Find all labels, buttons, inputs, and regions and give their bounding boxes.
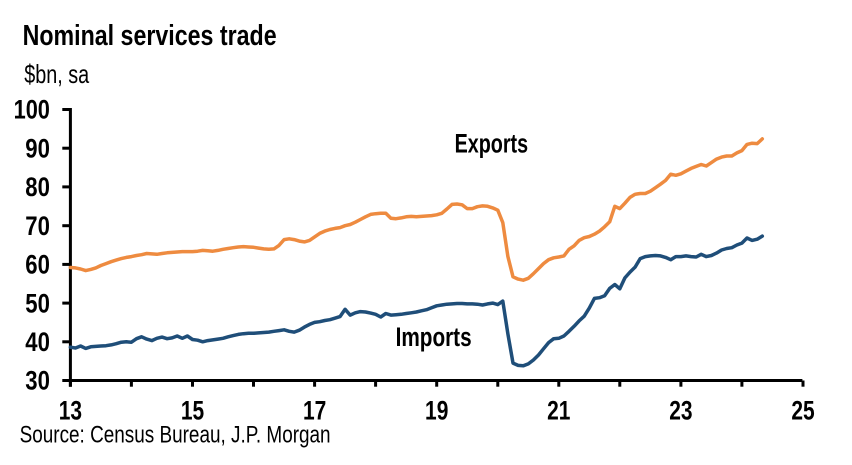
svg-text:100: 100 xyxy=(14,95,50,125)
svg-text:$bn, sa: $bn, sa xyxy=(24,59,89,89)
svg-text:Source: Census Bureau, J.P. Mo: Source: Census Bureau, J.P. Morgan xyxy=(20,421,331,448)
svg-text:60: 60 xyxy=(25,250,50,280)
svg-text:15: 15 xyxy=(181,396,204,426)
svg-text:Imports: Imports xyxy=(396,322,472,352)
svg-text:Exports: Exports xyxy=(455,128,528,158)
svg-text:40: 40 xyxy=(25,327,50,357)
svg-text:25: 25 xyxy=(791,396,814,426)
svg-text:17: 17 xyxy=(303,396,326,426)
svg-text:50: 50 xyxy=(25,288,50,318)
svg-text:23: 23 xyxy=(669,396,692,426)
svg-text:30: 30 xyxy=(25,366,50,396)
svg-text:90: 90 xyxy=(25,133,50,163)
svg-text:Nominal services trade: Nominal services trade xyxy=(23,20,277,52)
svg-text:21: 21 xyxy=(547,396,570,426)
svg-text:80: 80 xyxy=(25,172,50,202)
svg-text:19: 19 xyxy=(425,396,448,426)
svg-text:70: 70 xyxy=(25,211,50,241)
svg-text:13: 13 xyxy=(59,396,82,426)
